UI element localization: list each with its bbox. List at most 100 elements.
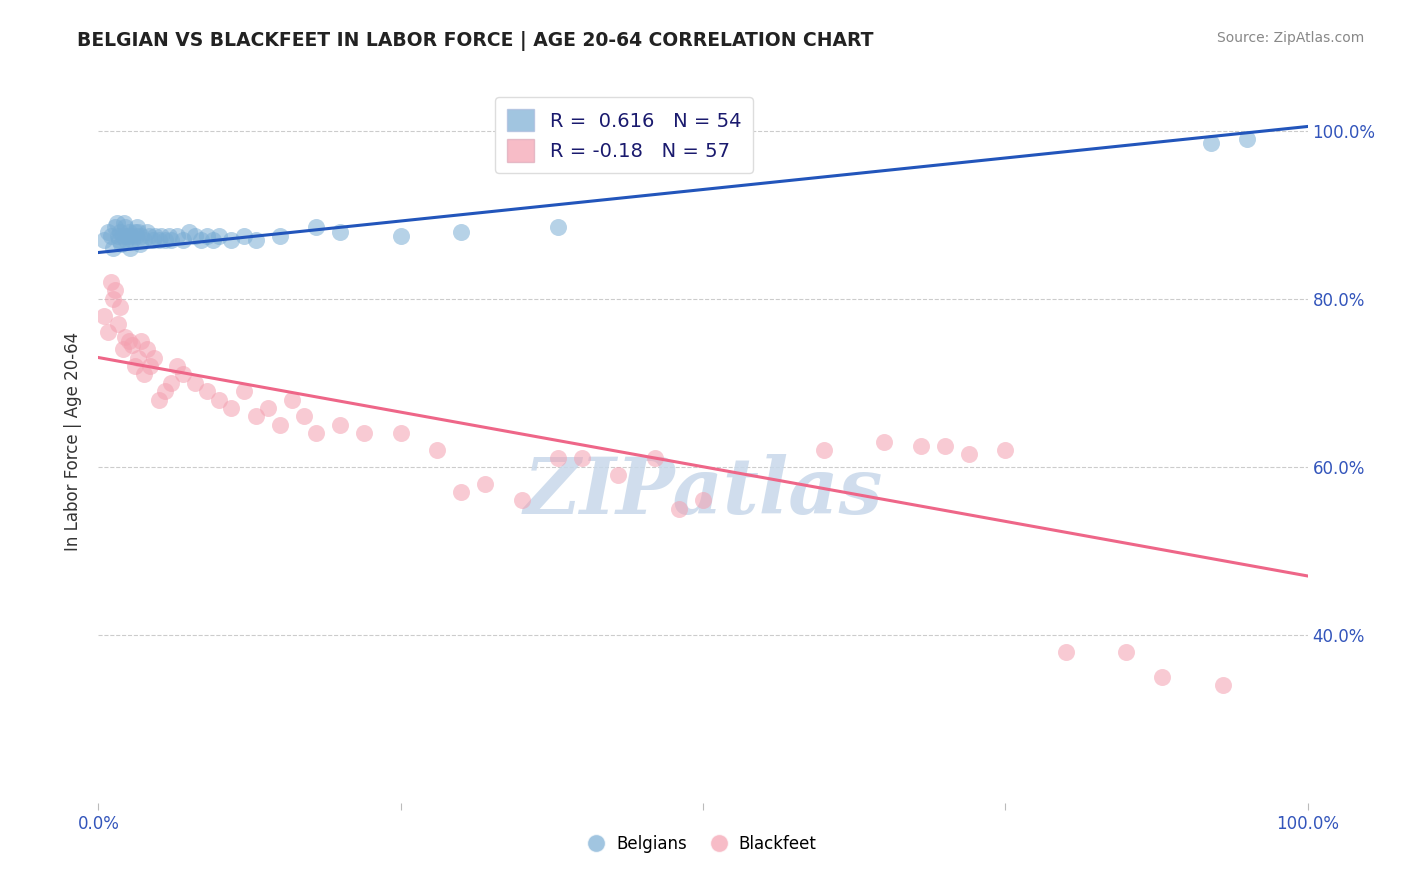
Point [129, 334, 152, 348]
Point [232, 228, 254, 243]
Point [281, 392, 304, 407]
Point [195, 228, 218, 243]
Point [1212, 678, 1234, 692]
Point [118, 225, 141, 239]
Point [195, 384, 218, 398]
Point [114, 329, 136, 343]
Point [450, 485, 472, 500]
Point [269, 417, 291, 432]
Point [184, 376, 207, 390]
Point [329, 225, 352, 239]
Point [148, 392, 170, 407]
Point [172, 368, 194, 382]
Point [813, 442, 835, 457]
Point [208, 392, 231, 407]
Point [107, 317, 129, 331]
Point [450, 225, 472, 239]
Point [157, 228, 180, 243]
Point [125, 228, 148, 243]
Point [127, 220, 149, 235]
Point [644, 451, 666, 466]
Point [1054, 644, 1077, 658]
Point [104, 220, 127, 235]
Point [143, 228, 166, 243]
Point [184, 228, 207, 243]
Point [107, 228, 129, 243]
Point [510, 493, 533, 508]
Point [153, 384, 176, 398]
Point [873, 434, 896, 449]
Point [120, 228, 142, 243]
Point [112, 216, 135, 230]
Point [389, 228, 412, 243]
Point [426, 442, 449, 457]
Point [108, 300, 131, 314]
Point [232, 384, 254, 398]
Text: ZIPatlas: ZIPatlas [523, 454, 883, 531]
Point [571, 451, 593, 466]
Point [101, 241, 124, 255]
Point [93, 309, 115, 323]
Point [221, 401, 243, 415]
Point [1152, 670, 1174, 684]
Point [160, 233, 183, 247]
Point [160, 376, 183, 390]
Point [111, 342, 134, 356]
Point [124, 359, 146, 373]
Point [148, 233, 170, 247]
Point [118, 241, 141, 255]
Text: Source: ZipAtlas.com: Source: ZipAtlas.com [1216, 31, 1364, 45]
Y-axis label: In Labor Force | Age 20-64: In Labor Force | Age 20-64 [65, 332, 83, 551]
Point [910, 439, 932, 453]
Point [256, 401, 278, 415]
Point [1236, 132, 1258, 146]
Point [121, 233, 143, 247]
Point [110, 237, 132, 252]
Point [153, 233, 176, 247]
Point [124, 225, 146, 239]
Point [127, 351, 149, 365]
Point [329, 417, 352, 432]
Point [100, 228, 122, 243]
Point [994, 442, 1017, 457]
Point [305, 220, 328, 235]
Point [245, 409, 267, 424]
Legend: Belgians, Blackfeet: Belgians, Blackfeet [583, 828, 823, 860]
Point [607, 468, 630, 483]
Point [934, 439, 956, 453]
Point [547, 451, 569, 466]
Point [114, 220, 136, 235]
Point [389, 426, 412, 441]
Point [127, 225, 149, 239]
Point [166, 228, 188, 243]
Point [139, 359, 162, 373]
Point [166, 359, 188, 373]
Point [135, 225, 157, 239]
Point [143, 351, 166, 365]
Point [142, 233, 165, 247]
Point [245, 233, 267, 247]
Point [108, 233, 131, 247]
Point [150, 228, 173, 243]
Point [208, 228, 231, 243]
Point [128, 237, 150, 252]
Point [190, 233, 212, 247]
Point [100, 275, 122, 289]
Point [97, 225, 120, 239]
Point [93, 233, 115, 247]
Point [474, 476, 496, 491]
Point [134, 368, 156, 382]
Point [269, 228, 291, 243]
Point [957, 447, 980, 461]
Point [118, 334, 141, 348]
Point [101, 292, 124, 306]
Text: BELGIAN VS BLACKFEET IN LABOR FORCE | AGE 20-64 CORRELATION CHART: BELGIAN VS BLACKFEET IN LABOR FORCE | AG… [77, 31, 875, 51]
Point [179, 225, 201, 239]
Point [1199, 136, 1222, 151]
Point [115, 233, 138, 247]
Point [105, 216, 128, 230]
Point [121, 338, 143, 352]
Point [129, 228, 152, 243]
Point [221, 233, 243, 247]
Point [104, 283, 127, 297]
